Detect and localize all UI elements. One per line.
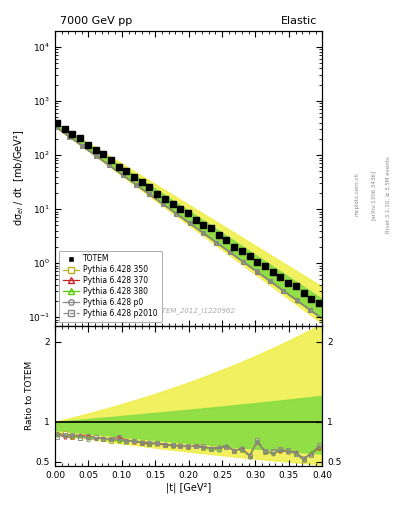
Legend: TOTEM, Pythia 6.428 350, Pythia 6.428 370, Pythia 6.428 380, Pythia 6.428 p0, Py: TOTEM, Pythia 6.428 350, Pythia 6.428 37… [59,250,162,322]
Text: [arXiv:1306.3436]: [arXiv:1306.3436] [370,169,375,220]
Text: 7000 GeV pp: 7000 GeV pp [61,16,132,26]
Y-axis label: Ratio to TOTEM: Ratio to TOTEM [26,361,35,431]
Text: mcplots.cern.ch: mcplots.cern.ch [354,173,360,217]
Text: Elastic: Elastic [281,16,317,26]
Y-axis label: dσ$_{el}$ / dt  [mb/GeV²]: dσ$_{el}$ / dt [mb/GeV²] [13,130,26,226]
Text: TOTEM_2012_I1220962: TOTEM_2012_I1220962 [152,307,235,314]
X-axis label: |t| [GeV²]: |t| [GeV²] [166,482,211,493]
Text: Rivet 3.1.10, ≥ 3.5M events: Rivet 3.1.10, ≥ 3.5M events [386,156,391,233]
